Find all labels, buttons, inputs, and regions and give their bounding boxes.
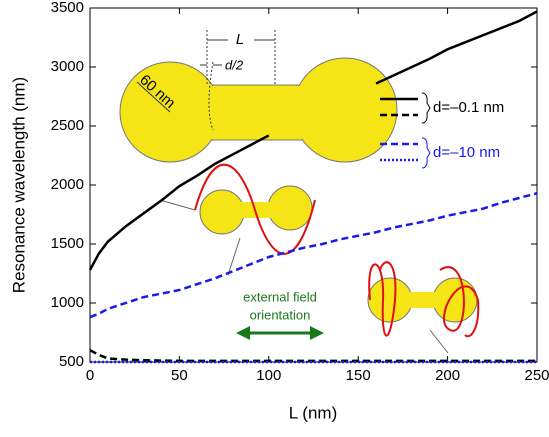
x-tick-label: 50 [171, 367, 188, 384]
y-tick-label: 1000 [51, 294, 84, 311]
x-tick-label: 0 [86, 367, 94, 384]
legend-label: d=–10 nm [433, 144, 500, 161]
y-tick-label: 500 [59, 353, 84, 370]
legend-brace [421, 137, 431, 169]
annotation: orientation [250, 307, 311, 322]
series-line [88, 10, 538, 271]
legend-brace [421, 92, 431, 124]
y-tick-label: 2500 [51, 117, 84, 134]
x-tick-label: 250 [524, 367, 549, 384]
x-tick-label: 200 [435, 367, 460, 384]
series-line [89, 349, 537, 363]
field-arrow [236, 326, 324, 340]
x-axis-label: L (nm) [289, 403, 338, 422]
x-tick-label: 150 [346, 367, 371, 384]
legend-label: d=–0.1 nm [433, 99, 504, 116]
y-tick-label: 1500 [51, 235, 84, 252]
annotation: external field [243, 289, 317, 304]
series-line [89, 192, 538, 319]
annotation: L [236, 31, 244, 48]
y-tick-label: 3000 [51, 58, 84, 75]
y-axis-label: Resonance wavelength (nm) [9, 77, 28, 293]
y-tick-label: 2000 [51, 176, 84, 193]
insets [119, 30, 480, 354]
y-tick-label: 3500 [51, 0, 84, 16]
annotation: d/2 [225, 57, 244, 72]
x-tick-label: 100 [256, 367, 281, 384]
